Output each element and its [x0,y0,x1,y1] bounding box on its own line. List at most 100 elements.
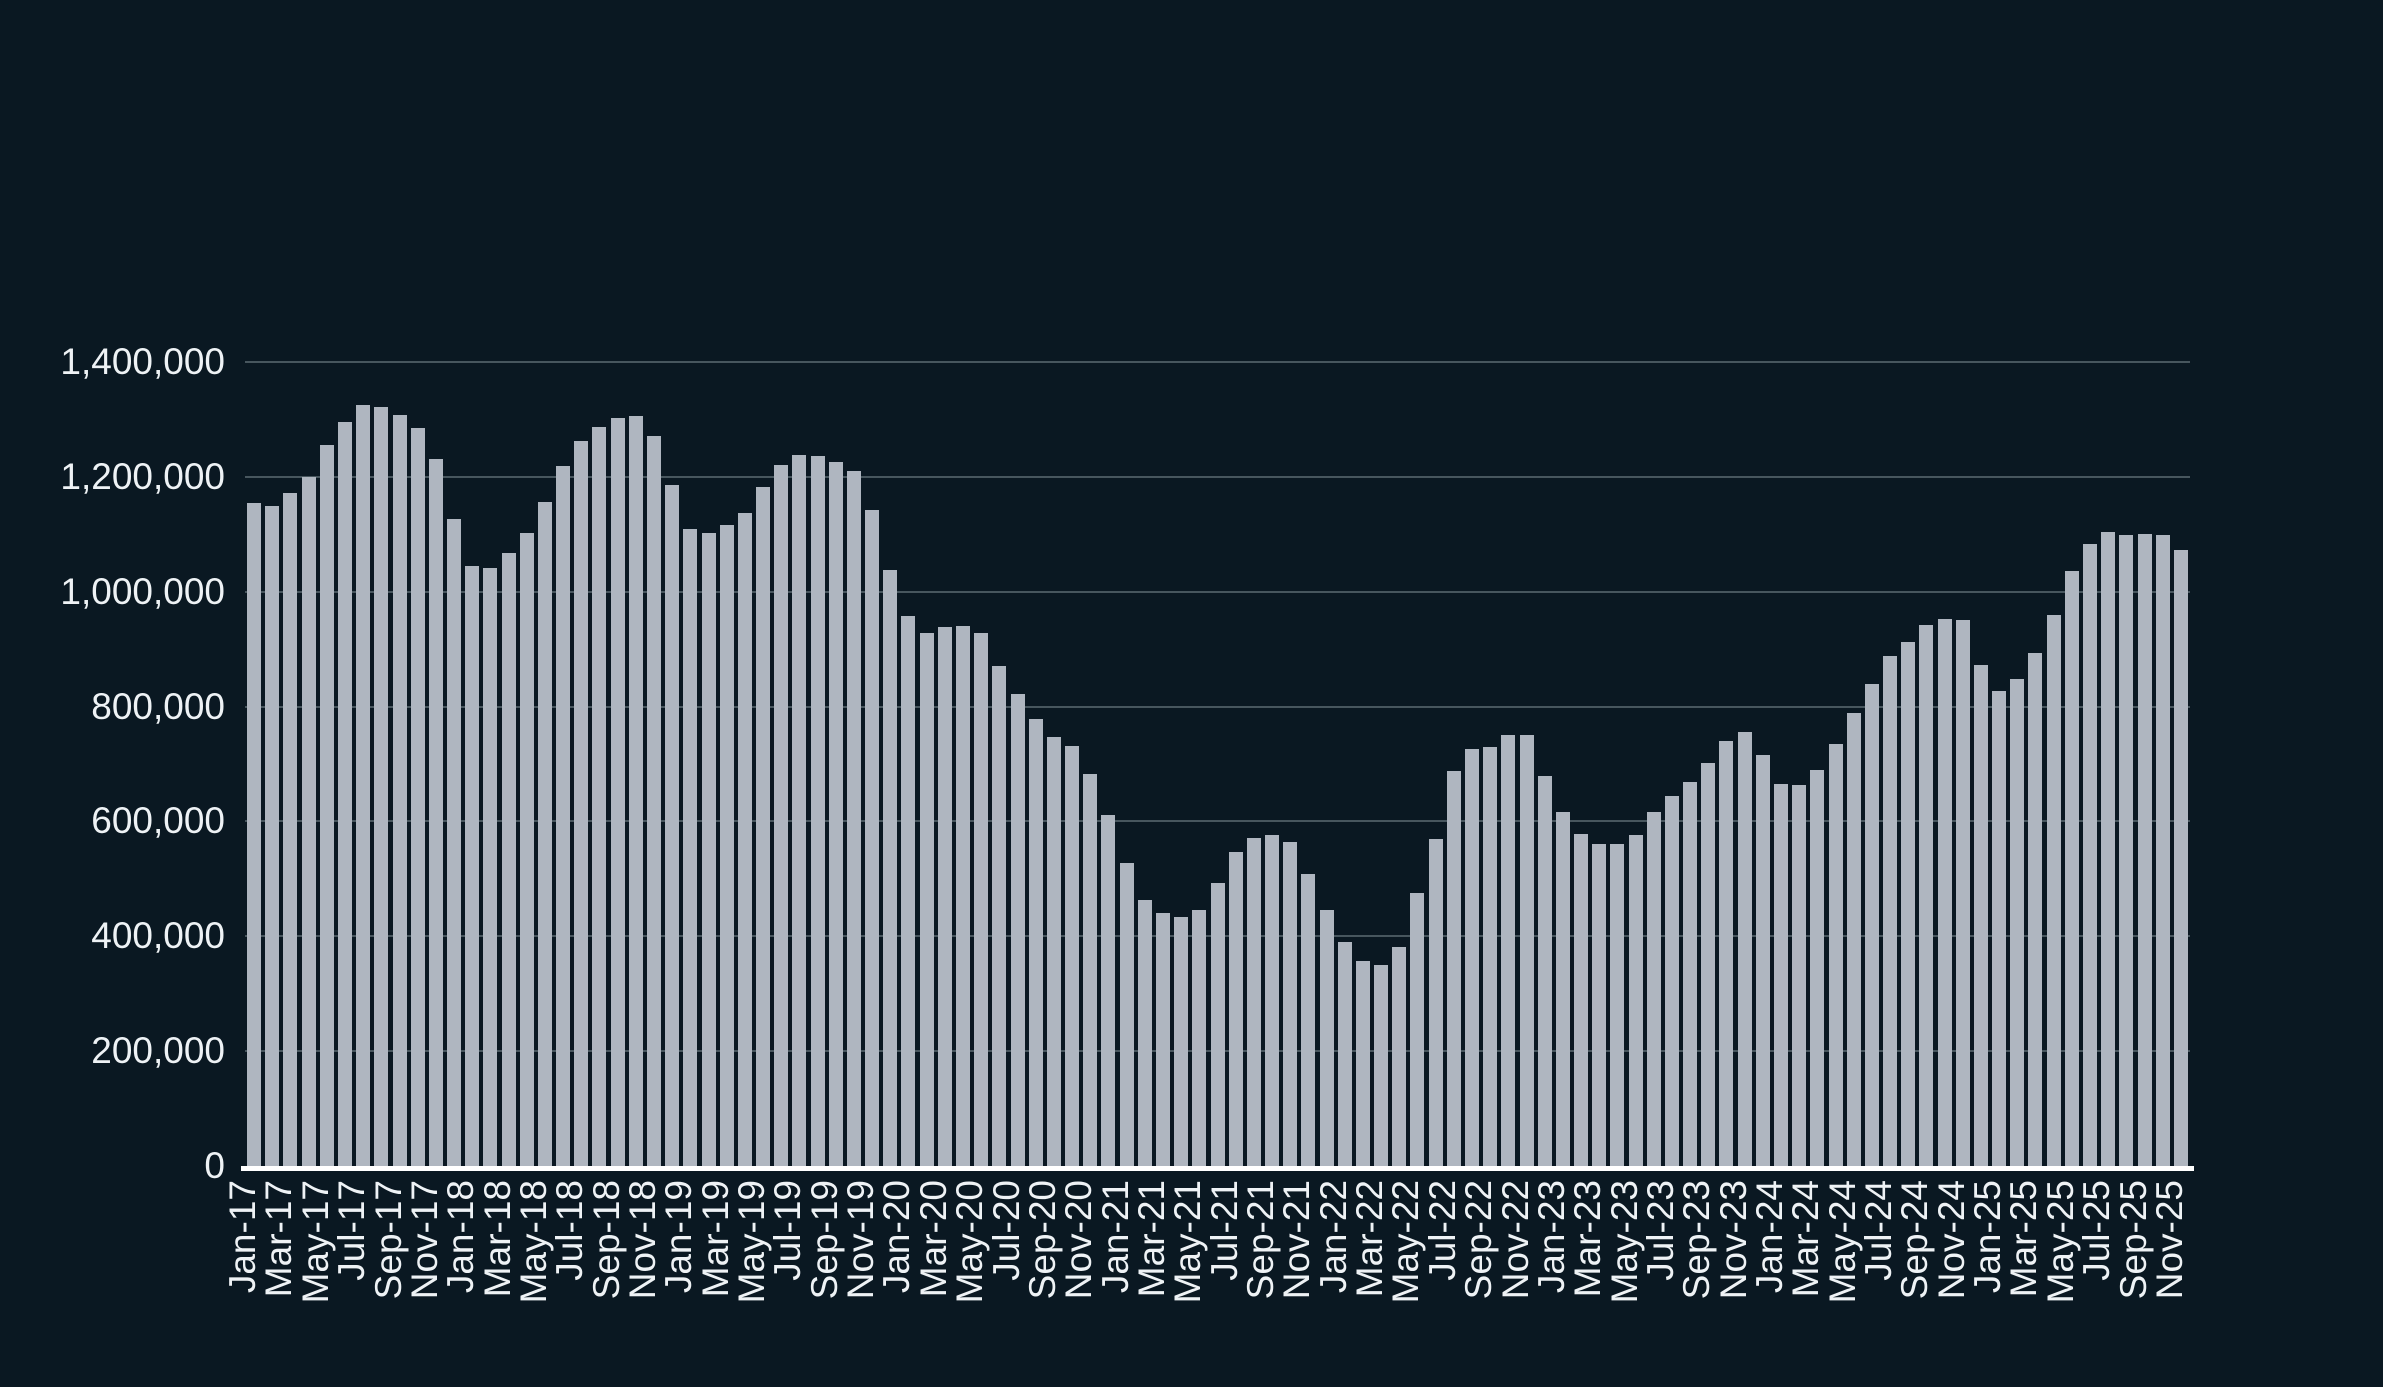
bar [1883,656,1898,1166]
bar [301,476,316,1166]
bar [501,553,516,1166]
x-axis-label: Jan-24 [1749,1180,1790,1294]
bar [265,505,280,1166]
bar [1101,815,1116,1166]
bar [1392,947,1407,1166]
x-axis-label: Jul-19 [767,1180,809,1281]
bar [737,513,752,1166]
bar [2083,544,2098,1166]
bar [556,465,571,1166]
bar [1464,749,1479,1166]
x-axis-label: Nov-17 [403,1180,445,1300]
bar [901,616,916,1166]
bar [1174,916,1189,1166]
bar [428,459,443,1166]
bar [792,455,807,1166]
bar [646,435,661,1166]
x-axis-label: Jul-23 [1639,1180,1681,1281]
bar [1937,619,1952,1166]
bar [247,502,262,1166]
bar [1555,812,1570,1166]
bar [774,464,789,1166]
x-axis-label: May-24 [1821,1180,1863,1304]
x-axis-label: Jan-19 [658,1180,700,1294]
bar [1519,735,1534,1166]
bar [683,529,698,1166]
bar [1483,746,1498,1166]
bar [883,570,898,1166]
bar [1192,910,1207,1166]
bar [465,566,480,1166]
bar [319,445,334,1166]
x-axis-label: Mar-21 [1130,1180,1172,1298]
bar [410,428,425,1166]
bar [283,492,298,1166]
bar [2010,679,2025,1166]
x-axis-label: May-25 [2039,1180,2081,1304]
x-axis-label: Jul-20 [985,1180,1027,1281]
bar [1755,755,1770,1166]
bar [937,626,952,1166]
bar [1319,910,1334,1166]
bar [447,519,462,1166]
bar [974,632,989,1166]
bar [956,625,970,1166]
x-axis-label: Jul-25 [2076,1180,2118,1281]
x-axis-label: Nov-18 [621,1180,663,1300]
bar [1701,762,1716,1166]
y-axis-label: 800,000 [91,685,225,727]
x-axis-label: Mar-25 [2003,1180,2045,1298]
bar [1210,883,1225,1166]
x-axis-label: May-22 [1385,1180,1427,1304]
x-axis-label: Sep-19 [803,1180,845,1300]
bar [483,567,498,1166]
gridline [245,820,2190,823]
bar [1283,841,1298,1166]
x-axis-label: Mar-23 [1567,1180,1609,1298]
x-axis-label: Sep-17 [367,1180,409,1300]
y-axis-label: 0 [204,1145,225,1186]
bar [1719,741,1734,1166]
bar [1992,690,2007,1166]
x-axis-label: May-18 [512,1180,554,1304]
x-axis-label: May-17 [294,1180,336,1304]
x-axis-label: Jan-20 [876,1180,918,1294]
x-axis-label: Sep-18 [585,1180,627,1300]
bar [1501,734,1516,1166]
bar [1646,812,1661,1166]
bar [337,422,352,1166]
bar [1028,719,1043,1166]
x-axis-label: Jan-22 [1312,1180,1354,1294]
bar [2028,653,2043,1166]
bar [610,417,625,1166]
bar [1537,776,1552,1166]
bar [665,484,680,1166]
bar [1337,942,1352,1166]
bar [519,532,534,1166]
x-axis-label: May-20 [949,1180,991,1304]
bar [756,487,771,1166]
gridline [245,361,2190,363]
bar [810,456,825,1166]
bar [1973,665,1988,1166]
bar [865,510,880,1166]
bar [1119,862,1134,1166]
bar [1301,873,1316,1166]
bar [356,404,371,1166]
bar [1410,892,1425,1166]
x-axis-label: Jul-17 [331,1180,373,1281]
x-axis-label: Sep-24 [1894,1180,1936,1300]
bar [1610,844,1625,1166]
bar [992,665,1007,1166]
bar [592,426,607,1166]
bar [2155,534,2170,1166]
x-axis-label: Jan-21 [1094,1180,1136,1294]
x-axis-label: Sep-20 [1021,1180,1063,1300]
bar [1228,852,1243,1166]
x-axis-label: Nov-24 [1930,1180,1972,1300]
gridline [245,705,2190,708]
bar [1683,782,1698,1166]
gridline [245,590,2190,593]
bar [1046,737,1061,1166]
bar [1664,795,1679,1166]
